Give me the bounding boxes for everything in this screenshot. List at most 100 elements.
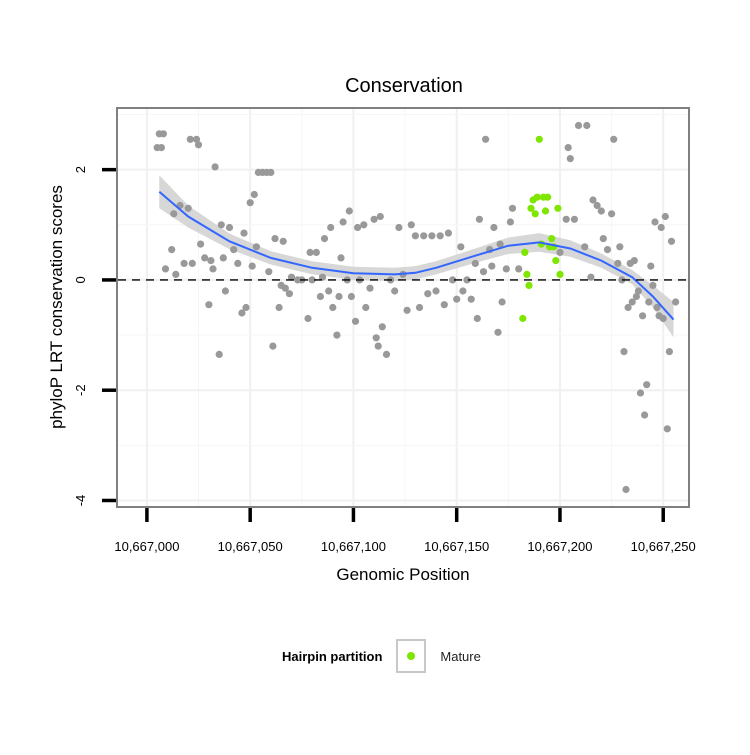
- data-point: [653, 303, 661, 312]
- data-point: [440, 301, 448, 309]
- data-point: [498, 298, 506, 306]
- data-point: [281, 284, 289, 292]
- data-point: [269, 342, 277, 350]
- data-point: [395, 223, 403, 232]
- data-point: [608, 210, 616, 218]
- data-point: [432, 287, 440, 295]
- data-point: [271, 235, 279, 243]
- data-point: [157, 144, 165, 152]
- data-point: [407, 221, 415, 229]
- data-point: [566, 155, 574, 163]
- y-tick-label: 2: [73, 166, 88, 173]
- data-point: [370, 215, 378, 223]
- data-point: [209, 265, 217, 273]
- data-point-mature: [531, 210, 539, 218]
- data-point: [337, 254, 345, 262]
- data-point-mature: [519, 314, 527, 323]
- x-tick-label: 10,667,200: [527, 539, 592, 554]
- data-point: [382, 350, 391, 358]
- data-point: [628, 298, 636, 306]
- x-axis-label: Genomic Position: [336, 565, 469, 584]
- fit-line-layer: [158, 190, 675, 321]
- data-point: [620, 348, 628, 356]
- data-point: [376, 212, 384, 221]
- data-point-mature: [552, 257, 560, 265]
- data-point: [506, 218, 514, 226]
- data-point: [459, 287, 467, 295]
- data-point: [420, 232, 428, 240]
- data-point: [246, 199, 254, 207]
- data-point: [333, 331, 341, 339]
- data-point: [593, 201, 601, 210]
- data-point: [391, 287, 399, 295]
- x-tick-label: 10,667,100: [321, 539, 386, 554]
- data-point: [415, 303, 424, 312]
- legend-key-mature: [396, 639, 427, 673]
- data-point: [488, 262, 496, 270]
- data-point: [238, 309, 246, 317]
- point-layer: [153, 121, 680, 494]
- data-point: [496, 240, 504, 248]
- data-point-mature: [541, 207, 550, 215]
- data-point: [327, 223, 335, 232]
- data-point-mature: [523, 270, 531, 278]
- data-point: [667, 237, 676, 245]
- data-point: [570, 215, 579, 223]
- data-point: [339, 218, 347, 226]
- data-point: [225, 223, 234, 232]
- data-point: [502, 265, 510, 273]
- data-point: [556, 248, 564, 256]
- data-point: [242, 303, 250, 312]
- data-point: [325, 287, 333, 295]
- data-point: [347, 292, 355, 301]
- data-point: [630, 257, 638, 265]
- data-point: [657, 223, 665, 232]
- data-point: [587, 273, 595, 281]
- data-point: [589, 196, 597, 204]
- data-point: [564, 144, 572, 152]
- legend: Hairpin partition Mature: [282, 636, 481, 676]
- data-point: [649, 281, 657, 289]
- data-point: [659, 314, 667, 323]
- data-point: [252, 243, 260, 251]
- data-point: [285, 290, 293, 298]
- data-point: [597, 207, 605, 215]
- data-point: [661, 212, 669, 221]
- data-point: [643, 381, 651, 389]
- data-point-mature: [535, 135, 543, 143]
- data-point: [562, 215, 570, 223]
- data-point: [201, 254, 209, 262]
- y-tick-label: 0: [73, 276, 88, 283]
- data-point: [463, 276, 471, 284]
- data-point: [320, 235, 329, 243]
- data-point-mature: [525, 281, 533, 289]
- data-point: [360, 221, 368, 229]
- y-axis-label: phyloP LRT conservation scores: [47, 185, 66, 429]
- data-point: [403, 306, 411, 314]
- data-point-mature: [533, 193, 541, 201]
- data-point: [221, 287, 229, 295]
- data-point: [211, 163, 219, 171]
- legend-label-mature: Mature: [440, 648, 481, 664]
- data-point: [159, 130, 167, 138]
- data-point: [636, 389, 645, 397]
- data-point: [449, 276, 457, 284]
- data-point: [639, 312, 647, 320]
- x-tick-label: 10,667,000: [114, 539, 179, 554]
- data-point: [279, 237, 287, 245]
- data-point: [515, 265, 523, 273]
- data-point: [180, 259, 188, 267]
- data-point: [275, 303, 283, 312]
- x-tick-label: 10,667,150: [424, 539, 489, 554]
- data-point: [616, 243, 624, 251]
- data-point: [583, 121, 591, 130]
- data-point: [424, 290, 432, 298]
- data-point: [574, 121, 583, 130]
- data-point: [362, 303, 370, 312]
- data-point: [473, 314, 481, 323]
- data-point: [618, 276, 626, 284]
- y-axis: -4 -2 0 2: [73, 166, 116, 506]
- data-point: [161, 265, 170, 273]
- data-point: [194, 141, 203, 149]
